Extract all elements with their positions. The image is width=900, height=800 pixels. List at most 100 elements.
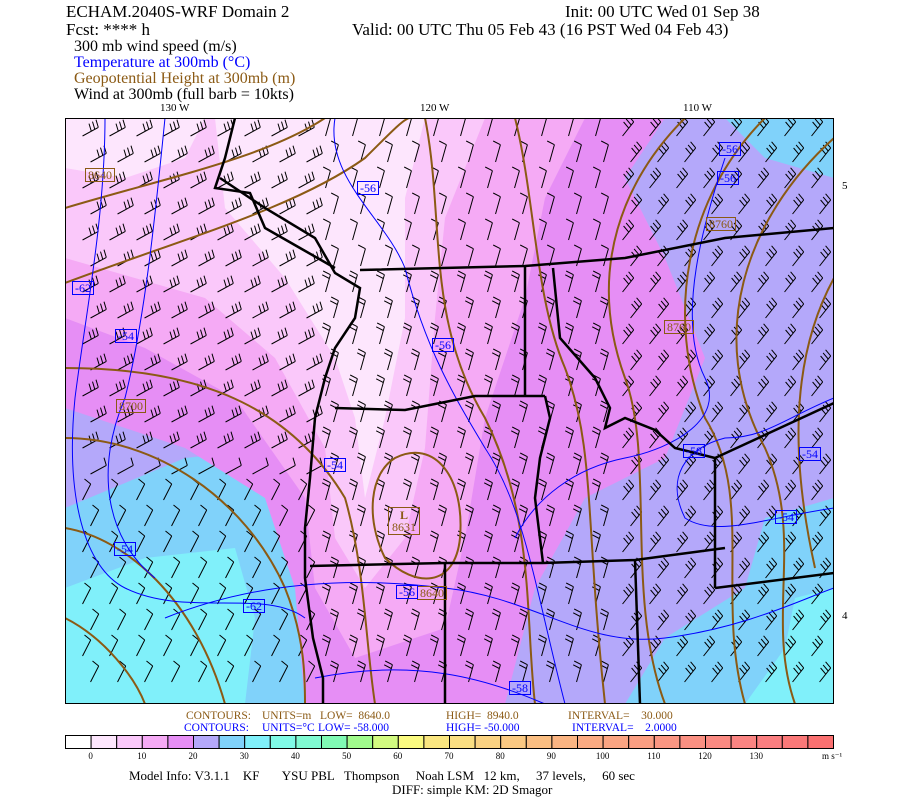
wind-barb — [784, 583, 797, 605]
colorbar-bin — [756, 735, 783, 749]
wind-barb — [819, 557, 832, 579]
wind-barb — [252, 504, 262, 527]
temperature-contour — [164, 581, 834, 640]
wind-barb — [171, 660, 181, 683]
wind-barb — [600, 244, 609, 267]
wind-barb — [711, 609, 724, 631]
wind-barb — [144, 660, 154, 683]
wind-barb — [410, 348, 420, 371]
wind-barb — [657, 609, 670, 631]
wind-barb — [171, 145, 188, 163]
wind-barb — [190, 582, 200, 605]
wind-barb — [765, 505, 778, 527]
wind-barb — [117, 405, 134, 423]
wind-barb — [271, 379, 288, 397]
height-contour — [65, 118, 326, 209]
political-boundaries — [213, 118, 834, 704]
wind-barb — [90, 504, 100, 527]
wind-barb — [190, 327, 207, 345]
wind-barb — [329, 296, 339, 319]
low-letter: L — [399, 508, 408, 522]
wind-barb — [738, 557, 751, 579]
field-wind-speed: 300 mb wind speed (m/s) — [74, 38, 237, 55]
wind-barb — [383, 296, 393, 319]
wind-barb — [564, 634, 574, 657]
wind-barb — [765, 661, 778, 683]
wind-barb — [510, 530, 520, 553]
wind-barb — [252, 457, 269, 475]
wind-barb — [684, 193, 697, 215]
wind-barb — [82, 634, 92, 657]
wind-barb — [483, 322, 493, 345]
wind-barb — [711, 505, 724, 527]
wind-barb — [429, 374, 439, 397]
wind-barb — [217, 327, 234, 345]
wind-barb — [765, 349, 778, 371]
wind-barb — [622, 271, 635, 293]
wind-barb — [244, 223, 261, 241]
wind-barb — [757, 167, 770, 189]
wind-barb — [438, 140, 447, 163]
height-label: 8760 — [706, 217, 736, 231]
colorbar-tick-label: 20 — [188, 751, 198, 761]
wind-barb — [117, 504, 127, 527]
wind-barb — [163, 478, 173, 501]
wind-barb — [811, 531, 824, 553]
wind-barb — [225, 556, 235, 579]
wind-barb — [279, 353, 296, 371]
wind-barb — [511, 166, 520, 189]
wind-barb — [109, 530, 119, 553]
wind-barb — [711, 557, 724, 579]
wind-barb — [144, 405, 161, 423]
wind-barb — [279, 556, 289, 579]
nv-ut-border — [633, 559, 642, 704]
wind-barb — [784, 323, 797, 345]
wind-barb — [437, 348, 447, 371]
wind-barb — [676, 479, 689, 501]
wind-barb — [757, 635, 770, 657]
wind-barb — [792, 141, 805, 163]
wind-barb — [321, 270, 331, 293]
wind-barb — [519, 192, 528, 215]
wind-barb — [306, 660, 316, 683]
wind-barb — [510, 270, 520, 293]
shade-palepink-core — [215, 118, 425, 498]
wind-barb — [225, 249, 242, 267]
wind-barb — [348, 426, 358, 449]
wind-barb — [464, 608, 474, 631]
wind-barb — [109, 327, 126, 345]
wind-barb — [321, 322, 331, 345]
wind-barb — [511, 218, 520, 241]
wind-barb — [82, 327, 99, 345]
init-time: Init: 00 UTC Wed 01 Sep 38 — [565, 2, 760, 21]
colorbar-tick-label: 130 — [749, 751, 763, 761]
wind-barb — [565, 166, 574, 189]
height-contour — [65, 617, 146, 704]
map-frame — [65, 118, 834, 704]
wind-barb — [402, 582, 412, 605]
wind-barb — [757, 323, 770, 345]
wind-barb — [271, 431, 288, 449]
wind-barb — [244, 582, 254, 605]
wind-barb — [765, 401, 778, 423]
wind-barb — [402, 426, 412, 449]
height-contours — [65, 118, 834, 704]
wind-barb — [518, 452, 528, 475]
wind-barb — [510, 582, 520, 605]
wind-barb — [410, 660, 420, 683]
wind-barb — [792, 453, 805, 475]
wind-barb — [225, 457, 242, 475]
height-contour — [65, 118, 411, 284]
wind-barb — [711, 141, 724, 163]
wind-barb — [136, 119, 153, 137]
wind-barb — [819, 193, 832, 215]
wind-barb — [565, 218, 574, 241]
wind-barb — [144, 145, 161, 163]
wind-barb — [518, 608, 528, 631]
wind-barb — [411, 140, 420, 163]
wind-barb — [306, 145, 323, 163]
wind-barb — [136, 223, 153, 241]
wind-barb — [537, 582, 547, 605]
wind-barb — [465, 192, 474, 215]
longitude-label-120w: 120 W — [420, 102, 450, 114]
